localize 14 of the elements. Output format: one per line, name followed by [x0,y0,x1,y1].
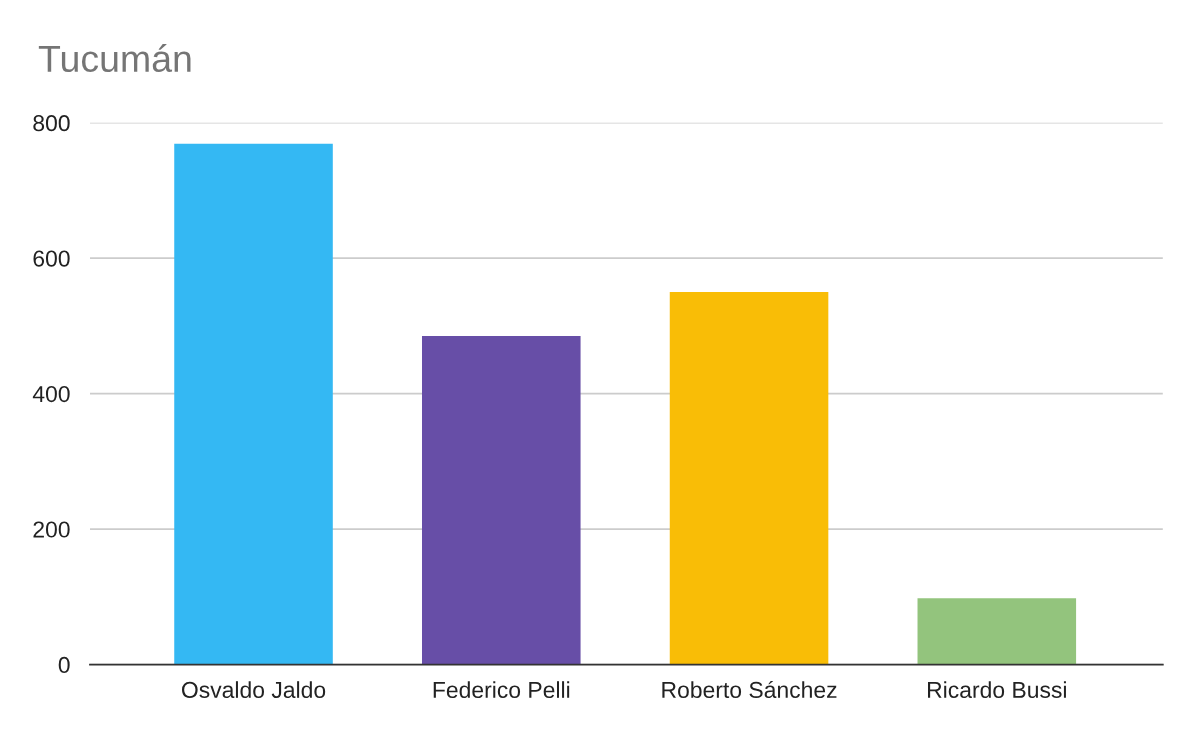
y-tick-label: 200 [33,521,70,538]
x-tick-label: Osvaldo Jaldo [182,681,326,699]
y-tick-label: 0 [58,656,70,674]
bar [174,143,333,665]
bar [917,598,1077,665]
x-tick-label: Roberto Sánchez [662,680,837,699]
y-tick-label: 400 [32,385,70,403]
bar [669,292,829,665]
x-tick-label: Federico Pelli [433,681,570,699]
x-tick-label: Ricardo Bussi [928,681,1066,699]
chart-title: Tucumán [38,44,191,73]
y-tick-label: 600 [33,250,70,267]
bar [422,336,581,665]
y-tick-label: 800 [33,115,70,132]
